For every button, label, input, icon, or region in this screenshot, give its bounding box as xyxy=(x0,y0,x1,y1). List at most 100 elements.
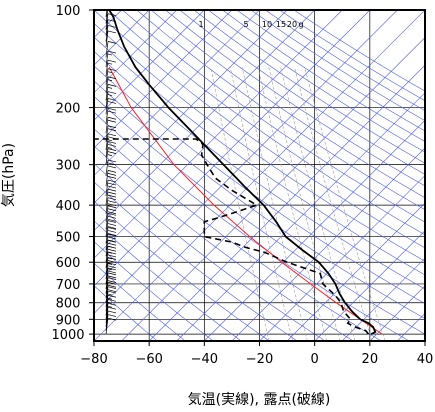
wind-barb xyxy=(105,98,117,115)
dry-adiabat-line xyxy=(179,10,425,175)
y-tick-label: 100 xyxy=(56,4,81,19)
y-tick-label: 1000 xyxy=(51,328,84,343)
wind-barb xyxy=(105,170,117,187)
dry-adiabat-line xyxy=(94,200,270,341)
wind-barb xyxy=(105,277,117,294)
skew-isotherm-line xyxy=(176,92,425,341)
wind-barb xyxy=(105,159,117,176)
x-tick-label: 20 xyxy=(362,352,379,367)
wind-barb xyxy=(105,10,108,17)
dry-adiabat-line xyxy=(94,241,214,341)
wind-barb xyxy=(105,133,117,150)
dry-adiabat-line xyxy=(94,10,425,249)
temperature-profile xyxy=(108,10,377,335)
wind-barb xyxy=(105,59,117,77)
skew-isotherm-line xyxy=(121,37,425,341)
dry-adiabat-line xyxy=(94,285,158,341)
dry-adiabat-line xyxy=(193,10,425,164)
skew-isotherm-line xyxy=(259,175,425,341)
mixing-ratio-label: g xyxy=(298,20,303,29)
wind-barb xyxy=(105,125,117,142)
y-tick-label: 700 xyxy=(56,278,81,293)
y-tick-label: 800 xyxy=(56,297,81,312)
dry-adiabat-line xyxy=(208,10,425,153)
y-tick-label: 200 xyxy=(56,102,81,117)
skew-isotherm-line xyxy=(314,230,425,341)
wind-barb xyxy=(105,212,117,230)
mixing-ratio-label: 15 xyxy=(276,20,286,29)
wind-barb xyxy=(105,205,117,222)
wind-barb xyxy=(105,251,117,269)
dewpoint-profile xyxy=(94,138,370,335)
mixing-ratio-line xyxy=(241,67,308,341)
wind-barb xyxy=(105,272,117,289)
skew-isotherm-line xyxy=(424,340,425,341)
wind-barb xyxy=(105,306,117,324)
wind-barb xyxy=(105,294,117,312)
wind-barb xyxy=(105,310,117,327)
wind-barb xyxy=(105,107,117,125)
wind-barb xyxy=(105,286,117,303)
dry-adiabat-line xyxy=(94,262,186,341)
skew-isotherm-line xyxy=(94,10,233,149)
wind-barb xyxy=(105,317,117,335)
x-tick-label: −60 xyxy=(135,352,162,367)
y-tick-label: 300 xyxy=(56,159,81,174)
mixing-ratio-line xyxy=(268,67,341,341)
y-axis-title: 気圧(hPa) xyxy=(1,143,17,207)
dry-adiabat-line xyxy=(165,10,425,187)
wind-barb xyxy=(106,10,107,11)
wind-barb xyxy=(105,257,117,274)
dry-adiabat-line xyxy=(94,80,425,319)
dry-adiabat-line xyxy=(265,10,425,111)
wind-barb xyxy=(105,84,117,101)
wind-barb xyxy=(105,13,117,30)
wind-barb xyxy=(105,233,117,251)
wind-barb xyxy=(105,302,117,320)
mixing-ratio-label: 1 xyxy=(198,20,203,29)
dry-adiabat-line xyxy=(150,10,425,199)
dry-adiabat-line xyxy=(122,10,425,223)
wind-barb xyxy=(105,141,117,158)
dry-adiabat-line xyxy=(94,145,354,341)
mixing-ratio-label: 10 xyxy=(262,20,272,29)
mixing-ratio-line xyxy=(294,67,373,341)
skew-isotherm-line xyxy=(94,10,177,94)
mixing-ratio-line xyxy=(304,67,386,341)
dry-adiabat-line xyxy=(94,22,425,262)
skew-isotherm-line xyxy=(204,119,425,341)
x-tick-label: −80 xyxy=(80,352,107,367)
wind-barb xyxy=(105,220,117,237)
mixing-ratio-line xyxy=(257,67,328,341)
wind-barb xyxy=(105,298,117,316)
skew-isotherm-line xyxy=(231,147,425,341)
wind-barb xyxy=(105,25,117,42)
skew-isotherm-line xyxy=(286,202,425,341)
wind-barb xyxy=(105,290,117,308)
mixing-ratio-line xyxy=(280,67,356,341)
wind-barb xyxy=(105,179,117,197)
wind-barb xyxy=(105,267,117,284)
dry-adiabat-line xyxy=(136,10,425,211)
wind-barb xyxy=(105,91,117,108)
dry-adiabat-line xyxy=(94,128,382,341)
dry-adiabat-line xyxy=(94,163,326,341)
wind-barb xyxy=(105,30,117,47)
parcel-path xyxy=(108,66,383,335)
dry-adiabat-line xyxy=(108,10,425,236)
skew-isotherm-line xyxy=(94,10,205,121)
wind-barb xyxy=(105,314,117,331)
wind-barb xyxy=(105,76,117,93)
skew-isotherm-line xyxy=(94,10,315,232)
skew-isotherm-line xyxy=(94,10,288,204)
wind-barb xyxy=(105,50,117,68)
skew-isotherm-line xyxy=(94,10,343,259)
wind-barb xyxy=(105,19,117,36)
x-tick-label: −40 xyxy=(191,352,218,367)
y-tick-label: 500 xyxy=(56,231,81,246)
skew-isotherm-line xyxy=(94,10,260,176)
wind-barb xyxy=(105,197,117,214)
x-tick-label: −20 xyxy=(246,352,273,367)
wind-barb xyxy=(105,68,117,85)
